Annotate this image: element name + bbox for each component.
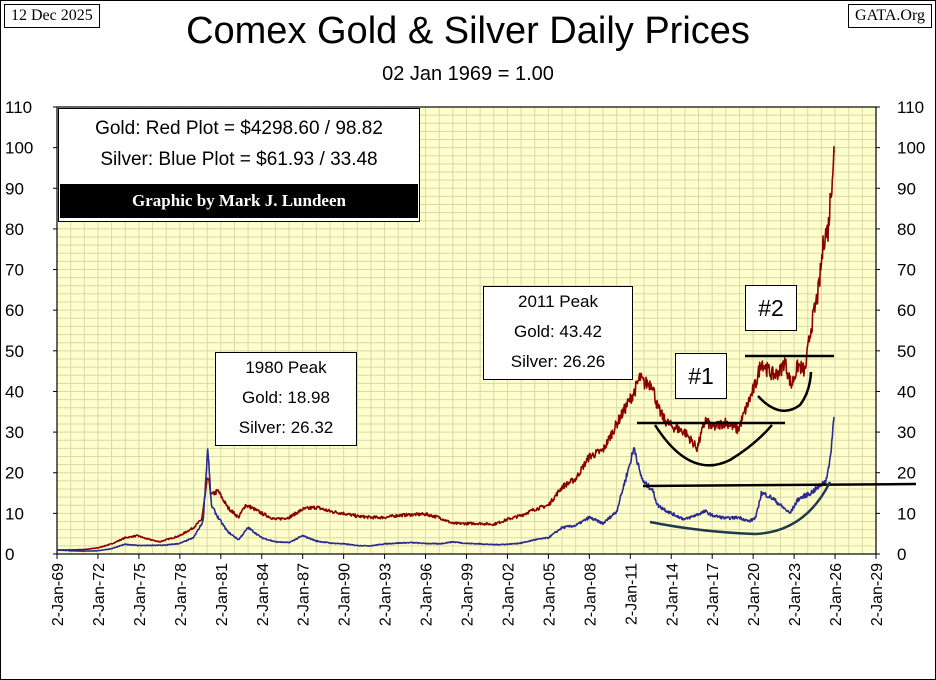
x-tick-label: 2-Jan-20 [746,563,763,626]
x-tick-label: 2-Jan-72 [91,563,108,626]
y-tick-label-left: 10 [5,504,24,523]
x-tick-label: 2-Jan-69 [50,563,67,626]
y-tick-label-left: 70 [5,261,24,280]
x-tick-label: 2-Jan-23 [787,563,804,626]
y-tick-label-right: 10 [897,504,916,523]
annotation-2011-gold: Gold: 43.42 [514,322,602,341]
y-tick-label-right: 50 [897,342,916,361]
y-tick-label-right: 40 [897,382,916,401]
axes: 0 0 10 10 20 20 30 30 40 40 50 50 60 60 70 70 80 80 90 90 10… [5,98,925,626]
source-label: GATA.Org [848,4,932,28]
y-tick-label-left: 50 [5,342,24,361]
trendlines [637,354,917,536]
marker-2: #2 [745,285,797,331]
y-tick-label-left: 100 [5,139,33,158]
y-tick-label-left: 20 [5,464,24,483]
y-tick-label-right: 60 [897,301,916,320]
chart-subtitle: 02 Jan 1969 = 1.00 [382,63,554,85]
legend-silver: Silver: Blue Plot = $61.93 / 33.48 [100,149,378,170]
y-tick-label-left: 0 [5,545,14,564]
chart-title: Comex Gold & Silver Daily Prices [186,10,750,52]
y-tick-label-right: 30 [897,423,916,442]
y-tick-label-right: 110 [897,98,924,117]
x-tick-label: 2-Jan-75 [132,563,149,626]
legend-gold: Gold: Red Plot = $4298.60 / 98.82 [95,118,383,139]
x-tick-label: 2-Jan-02 [500,563,517,626]
y-tick-label-right: 100 [897,139,925,158]
x-tick-label: 2-Jan-78 [173,563,190,626]
series-line-silver [56,416,835,552]
y-tick-label-right: 90 [897,179,916,198]
x-tick-label: 2-Jan-17 [705,563,722,626]
annotation-1980-gold: Gold: 18.98 [242,388,330,407]
y-tick-label-right: 20 [897,464,916,483]
y-tick-label-left: 30 [5,423,24,442]
x-tick-label: 2-Jan-14 [664,563,681,626]
y-tick-label-right: 80 [897,220,916,239]
annotation-1980-title: 1980 Peak [245,358,327,377]
x-tick-label: 2-Jan-99 [460,563,477,626]
y-tick-label-right: 0 [897,545,906,564]
x-tick-label: 2-Jan-26 [828,563,845,626]
credit-banner: Graphic by Mark J. Lundeen [60,184,418,218]
x-tick-label: 2-Jan-11 [623,563,640,625]
trendline-cup-1 [653,424,773,467]
annotation-1980-silver: Silver: 26.32 [238,418,334,437]
marker-1: #1 [675,353,727,399]
y-tick-label-left: 90 [5,179,24,198]
x-tick-label: 2-Jan-93 [378,563,395,626]
x-tick-label: 2-Jan-90 [337,563,354,626]
x-tick-label: 2-Jan-87 [296,563,313,626]
trendline-cup-2 [757,371,813,413]
legend-box: Gold: Red Plot = $4298.60 / 98.82 Silver… [58,108,420,222]
x-tick-label: 2-Jan-05 [541,563,558,626]
annotation-2011-title: 2011 Peak [517,292,599,311]
y-tick-label-left: 40 [5,382,24,401]
date-label: 12 Dec 2025 [4,4,100,28]
y-tick-label-left: 60 [5,301,24,320]
y-tick-label-left: 80 [5,220,24,239]
trendline-silver-resistance [642,482,917,488]
x-tick-label: 2-Jan-81 [214,563,231,626]
x-tick-label: 2-Jan-08 [582,563,599,626]
x-tick-label: 2-Jan-84 [255,563,272,626]
annotation-2011-silver: Silver: 26.26 [510,352,606,371]
annotation-2011-peak: 2011 Peak Gold: 43.42 Silver: 26.26 [483,286,633,380]
x-tick-label: 2-Jan-96 [419,563,436,626]
trendline-silver-base [649,481,832,536]
y-tick-label-right: 70 [897,261,916,280]
annotation-1980-peak: 1980 Peak Gold: 18.98 Silver: 26.32 [215,352,357,446]
x-tick-label: 2-Jan-29 [869,563,886,626]
y-tick-label-left: 110 [5,98,32,117]
